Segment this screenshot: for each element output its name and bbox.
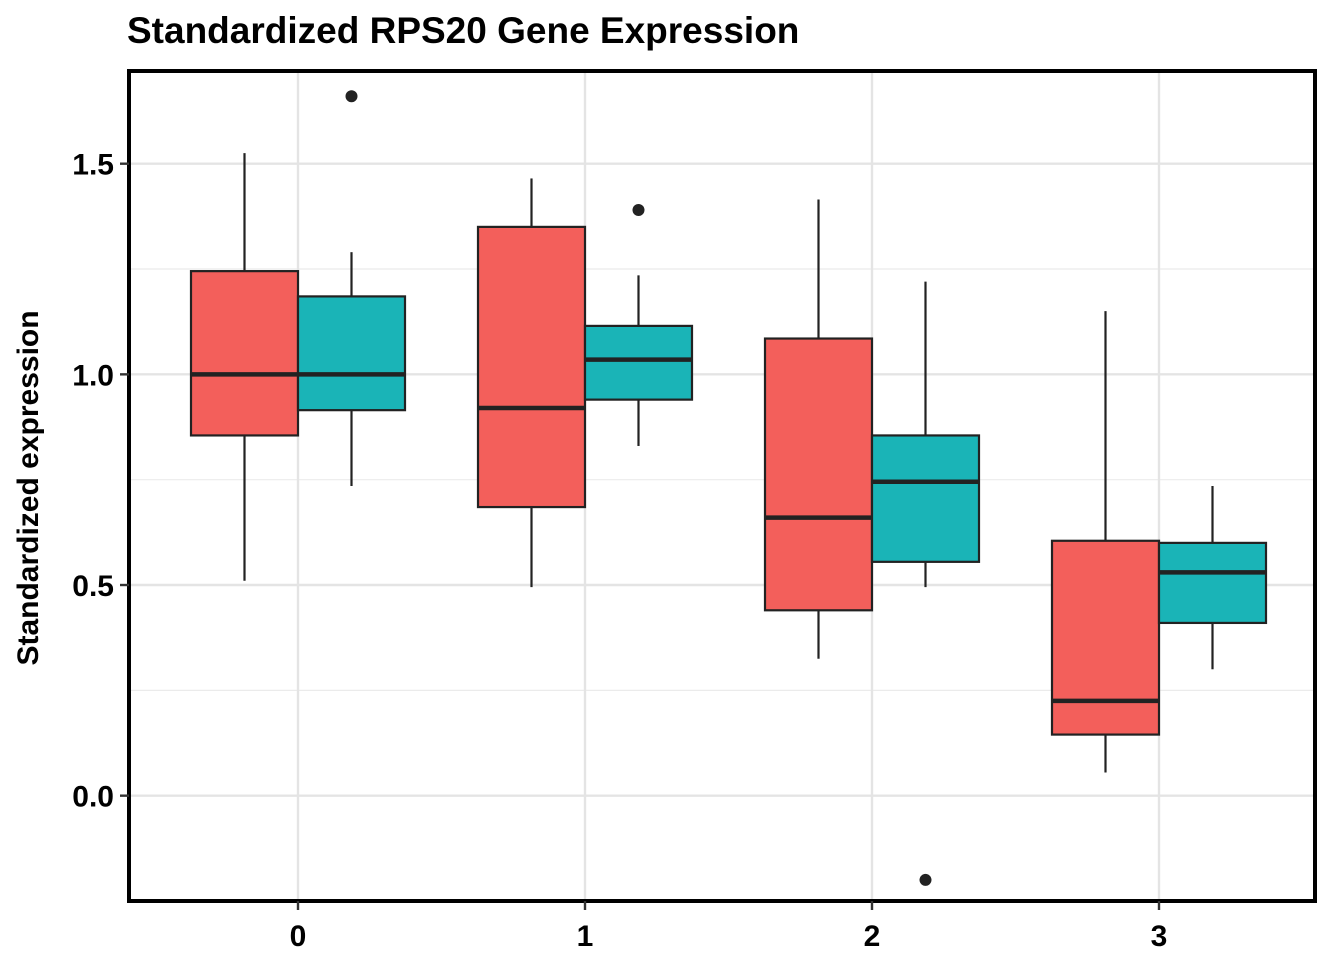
y-tick-label: 1.5 bbox=[72, 149, 114, 182]
plot-background bbox=[129, 71, 1315, 901]
x-tick-label: 1 bbox=[577, 920, 594, 953]
box-body bbox=[189, 270, 300, 437]
box-body bbox=[1050, 539, 1161, 736]
box-2-series-2 bbox=[870, 281, 981, 886]
outlier-point bbox=[345, 90, 358, 103]
box-2-series-1 bbox=[763, 199, 874, 659]
x-tick-label: 2 bbox=[864, 920, 881, 953]
y-tick-label: 0.0 bbox=[72, 781, 114, 814]
box-body bbox=[296, 295, 407, 412]
box-body bbox=[870, 434, 981, 563]
box-3-series-1 bbox=[1050, 311, 1161, 773]
plot-border bbox=[127, 69, 1317, 903]
outlier-point bbox=[632, 204, 645, 217]
box-1-series-1 bbox=[476, 178, 587, 588]
outlier-point bbox=[919, 873, 932, 886]
axis-layer: 0.0 0.5 1.0 1.5 0 1 2 3 bbox=[72, 149, 1167, 953]
chart-title: Standardized RPS20 Gene Expression bbox=[127, 10, 800, 51]
box-0-series-2 bbox=[296, 90, 407, 486]
x-tick-label: 0 bbox=[290, 920, 307, 953]
box-body bbox=[763, 337, 874, 612]
x-tick-label: 3 bbox=[1151, 920, 1168, 953]
box-1-series-2 bbox=[583, 204, 694, 446]
y-tick-label: 0.5 bbox=[72, 570, 114, 603]
box-body bbox=[476, 225, 587, 509]
box-body bbox=[583, 324, 694, 401]
box-layer bbox=[189, 90, 1268, 886]
box-body bbox=[1157, 541, 1268, 625]
box-3-series-2 bbox=[1157, 486, 1268, 670]
y-tick-label: 1.0 bbox=[72, 359, 114, 392]
box-0-series-1 bbox=[189, 153, 300, 581]
